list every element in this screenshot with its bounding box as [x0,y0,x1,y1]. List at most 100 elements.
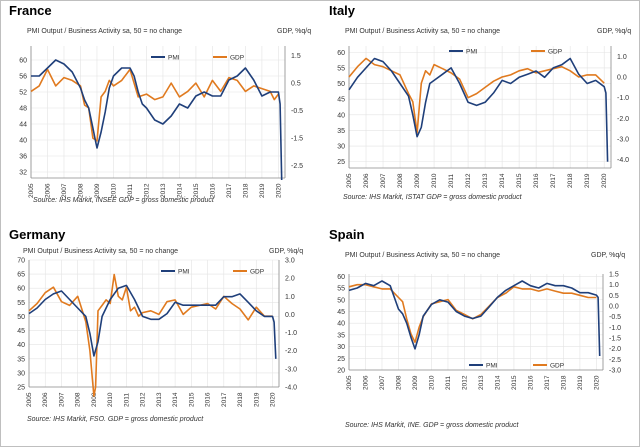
right-tick-label: 0.5 [291,81,301,88]
x-tick-label: 2014 [172,392,179,407]
x-tick-label: 2013 [156,392,163,407]
x-tick-label: 2012 [461,375,468,390]
right-tick-label: -2.0 [285,348,297,355]
x-tick-label: 2013 [482,173,489,188]
right-tick-label: -1.5 [609,336,621,343]
x-tick-label: 2016 [209,183,216,198]
right-tick-label: -2.5 [291,163,303,170]
legend-label: GDP [548,49,562,56]
x-tick-label: 2014 [176,183,183,198]
left-tick-label: 35 [337,332,345,339]
source-note: Source: IHS Markit, ISTAT GDP = gross do… [343,194,522,201]
right-tick-label: -0.5 [609,314,621,321]
chart-germany: Germany PMI Output / Business Activity s… [1,225,319,447]
right-tick-label: -1.0 [285,330,297,337]
chart-spain: Spain PMI Output / Business Activity sa,… [321,225,639,447]
x-tick-label: 2008 [395,375,402,390]
right-tick-label: -3.0 [285,366,297,373]
chart-title: France [9,3,52,18]
x-tick-label: 2013 [478,375,485,390]
left-tick-label: 50 [337,297,345,304]
source-note: Source: IHS Markit, FSO. GDP = gross dom… [27,416,204,423]
line-plot: 2005 2006 2007 2008 2009 2010 2011 2012 2013 2014… [337,272,621,391]
x-tick-label: 2006 [44,183,51,198]
x-tick-label: 2007 [58,392,65,407]
left-tick-label: 25 [337,356,345,363]
x-tick-label: 2008 [77,183,84,198]
left-tick-label: 45 [337,309,345,316]
left-tick-label: 55 [337,65,345,72]
right-tick-label: 0.0 [609,304,619,311]
x-tick-label: 2009 [414,173,421,188]
left-tick-label: 44 [19,122,27,129]
right-tick-label: -2.0 [609,346,621,353]
legend-label: PMI [466,49,478,56]
right-axis-label: GDP, %q/q [269,248,304,255]
left-tick-label: 40 [337,112,345,119]
x-tick-label: 2017 [544,375,551,390]
right-tick-label: 2.0 [285,276,295,283]
x-tick-label: 2019 [259,183,266,198]
left-tick-label: 30 [337,344,345,351]
x-tick-label: 2007 [380,173,387,188]
left-tick-label: 20 [337,368,345,375]
x-tick-label: 2012 [140,392,147,407]
chart-title: Spain [329,227,365,242]
x-tick-label: 2010 [107,392,114,407]
left-tick-label: 45 [337,97,345,104]
legend-label: GDP [230,55,244,62]
x-tick-label: 2009 [94,183,101,198]
x-tick-label: 2017 [221,392,228,407]
x-tick-label: 2010 [110,183,117,198]
x-tick-label: 2012 [465,173,472,188]
x-tick-label: 2007 [379,375,386,390]
legend-label: GDP [550,363,564,370]
x-tick-label: 2005 [26,392,33,407]
left-tick-label: 32 [19,170,27,177]
right-tick-label: -4.0 [285,385,297,392]
right-tick-label: 1.0 [617,54,627,61]
right-tick-label: 0.0 [285,312,295,319]
right-tick-label: 1.0 [609,282,619,289]
x-tick-label: 2011 [445,376,452,390]
x-tick-label: 2018 [560,375,567,390]
left-tick-label: 60 [17,286,25,293]
left-tick-label: 30 [337,144,345,151]
right-tick-label: -2.0 [617,116,629,123]
source-note: Source: IHS Markit, INE. GDP = gross dom… [345,422,519,429]
left-tick-label: 25 [17,385,25,392]
right-tick-label: -1.5 [291,136,303,143]
chart-subtitle: PMI Output / Business Activity sa, 50 = … [345,252,501,259]
left-tick-label: 55 [337,286,345,293]
x-tick-label: 2014 [494,375,501,390]
x-tick-label: 2019 [577,375,584,390]
chart-subtitle: PMI Output / Business Activity sa, 50 = … [27,28,183,35]
left-tick-label: 45 [17,328,25,335]
x-tick-label: 2013 [160,183,167,198]
gdp-series-line [28,273,273,397]
x-tick-label: 2018 [567,173,574,188]
right-tick-label: -2.5 [609,357,621,364]
left-tick-label: 40 [337,321,345,328]
chart-france: France PMI Output / Business Activity sa… [1,1,319,223]
legend-label: PMI [178,269,190,276]
line-plot: 2005 2006 2007 2008 2009 2010 2011 2012 2013 2014… [19,46,303,198]
x-tick-label: 2006 [363,173,370,188]
x-tick-label: 2005 [346,173,353,188]
left-tick-label: 25 [337,159,345,166]
x-tick-label: 2016 [205,392,212,407]
left-tick-label: 70 [17,258,25,265]
x-tick-label: 2015 [188,392,195,407]
chart-subtitle: PMI Output / Business Activity sa, 50 = … [23,248,179,255]
x-tick-label: 2006 [362,375,369,390]
x-tick-label: 2019 [253,392,260,407]
right-axis-label: GDP, %q/q [591,252,626,259]
right-tick-label: -4.0 [617,157,629,164]
chart-title: Italy [329,3,356,18]
left-tick-label: 30 [17,370,25,377]
line-plot: 2005 2006 2007 2008 2009 2010 2011 2012 2013 2014… [337,46,629,188]
x-tick-label: 2017 [226,183,233,198]
x-tick-label: 2017 [550,173,557,188]
right-tick-label: 1.5 [609,272,619,279]
